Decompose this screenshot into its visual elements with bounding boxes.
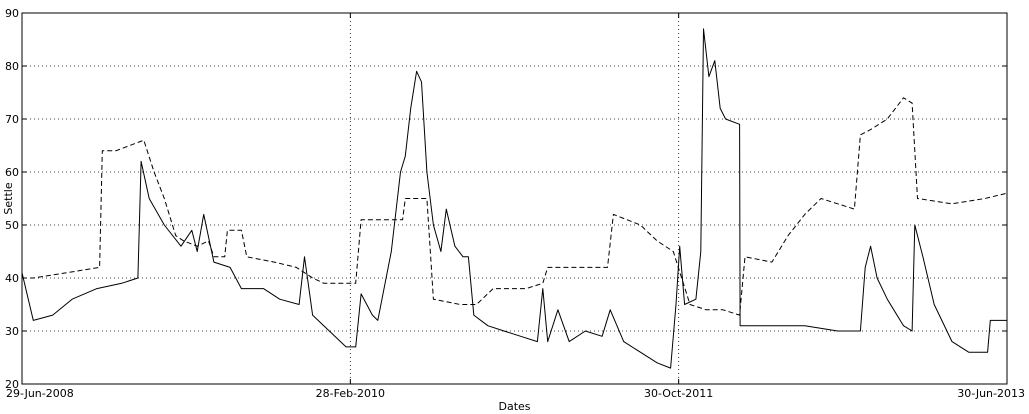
series-layer: [21, 28, 1008, 369]
y-tick-label: 80: [5, 60, 19, 73]
x-tick-label: 30-Oct-2011: [644, 387, 713, 400]
axis-ticks: 20 30 40 50 60 70 80 90 29-Jun-2008 28-Feb-2010 30…: [5, 7, 1025, 400]
series-line-dashed: [22, 97, 1008, 316]
y-axis-label: Settle: [2, 182, 15, 214]
y-tick-label: 70: [5, 113, 19, 126]
plot-frame: [21, 12, 1008, 385]
grid-lines: [22, 13, 1007, 384]
x-tick-label: 28-Feb-2010: [316, 387, 385, 400]
x-axis-label: Dates: [498, 400, 530, 413]
y-tick-label: 90: [5, 7, 19, 20]
y-tick-label: 30: [5, 325, 19, 338]
x-tick-label: 30-Jun-2013: [957, 387, 1025, 400]
series-line-solid: [21, 28, 1008, 369]
y-tick-label: 50: [5, 219, 19, 232]
y-tick-label: 60: [5, 166, 19, 179]
y-tick-label: 20: [5, 378, 19, 391]
x-tick-label: 29-Jun-2008: [6, 387, 74, 400]
y-tick-label: 40: [5, 272, 19, 285]
